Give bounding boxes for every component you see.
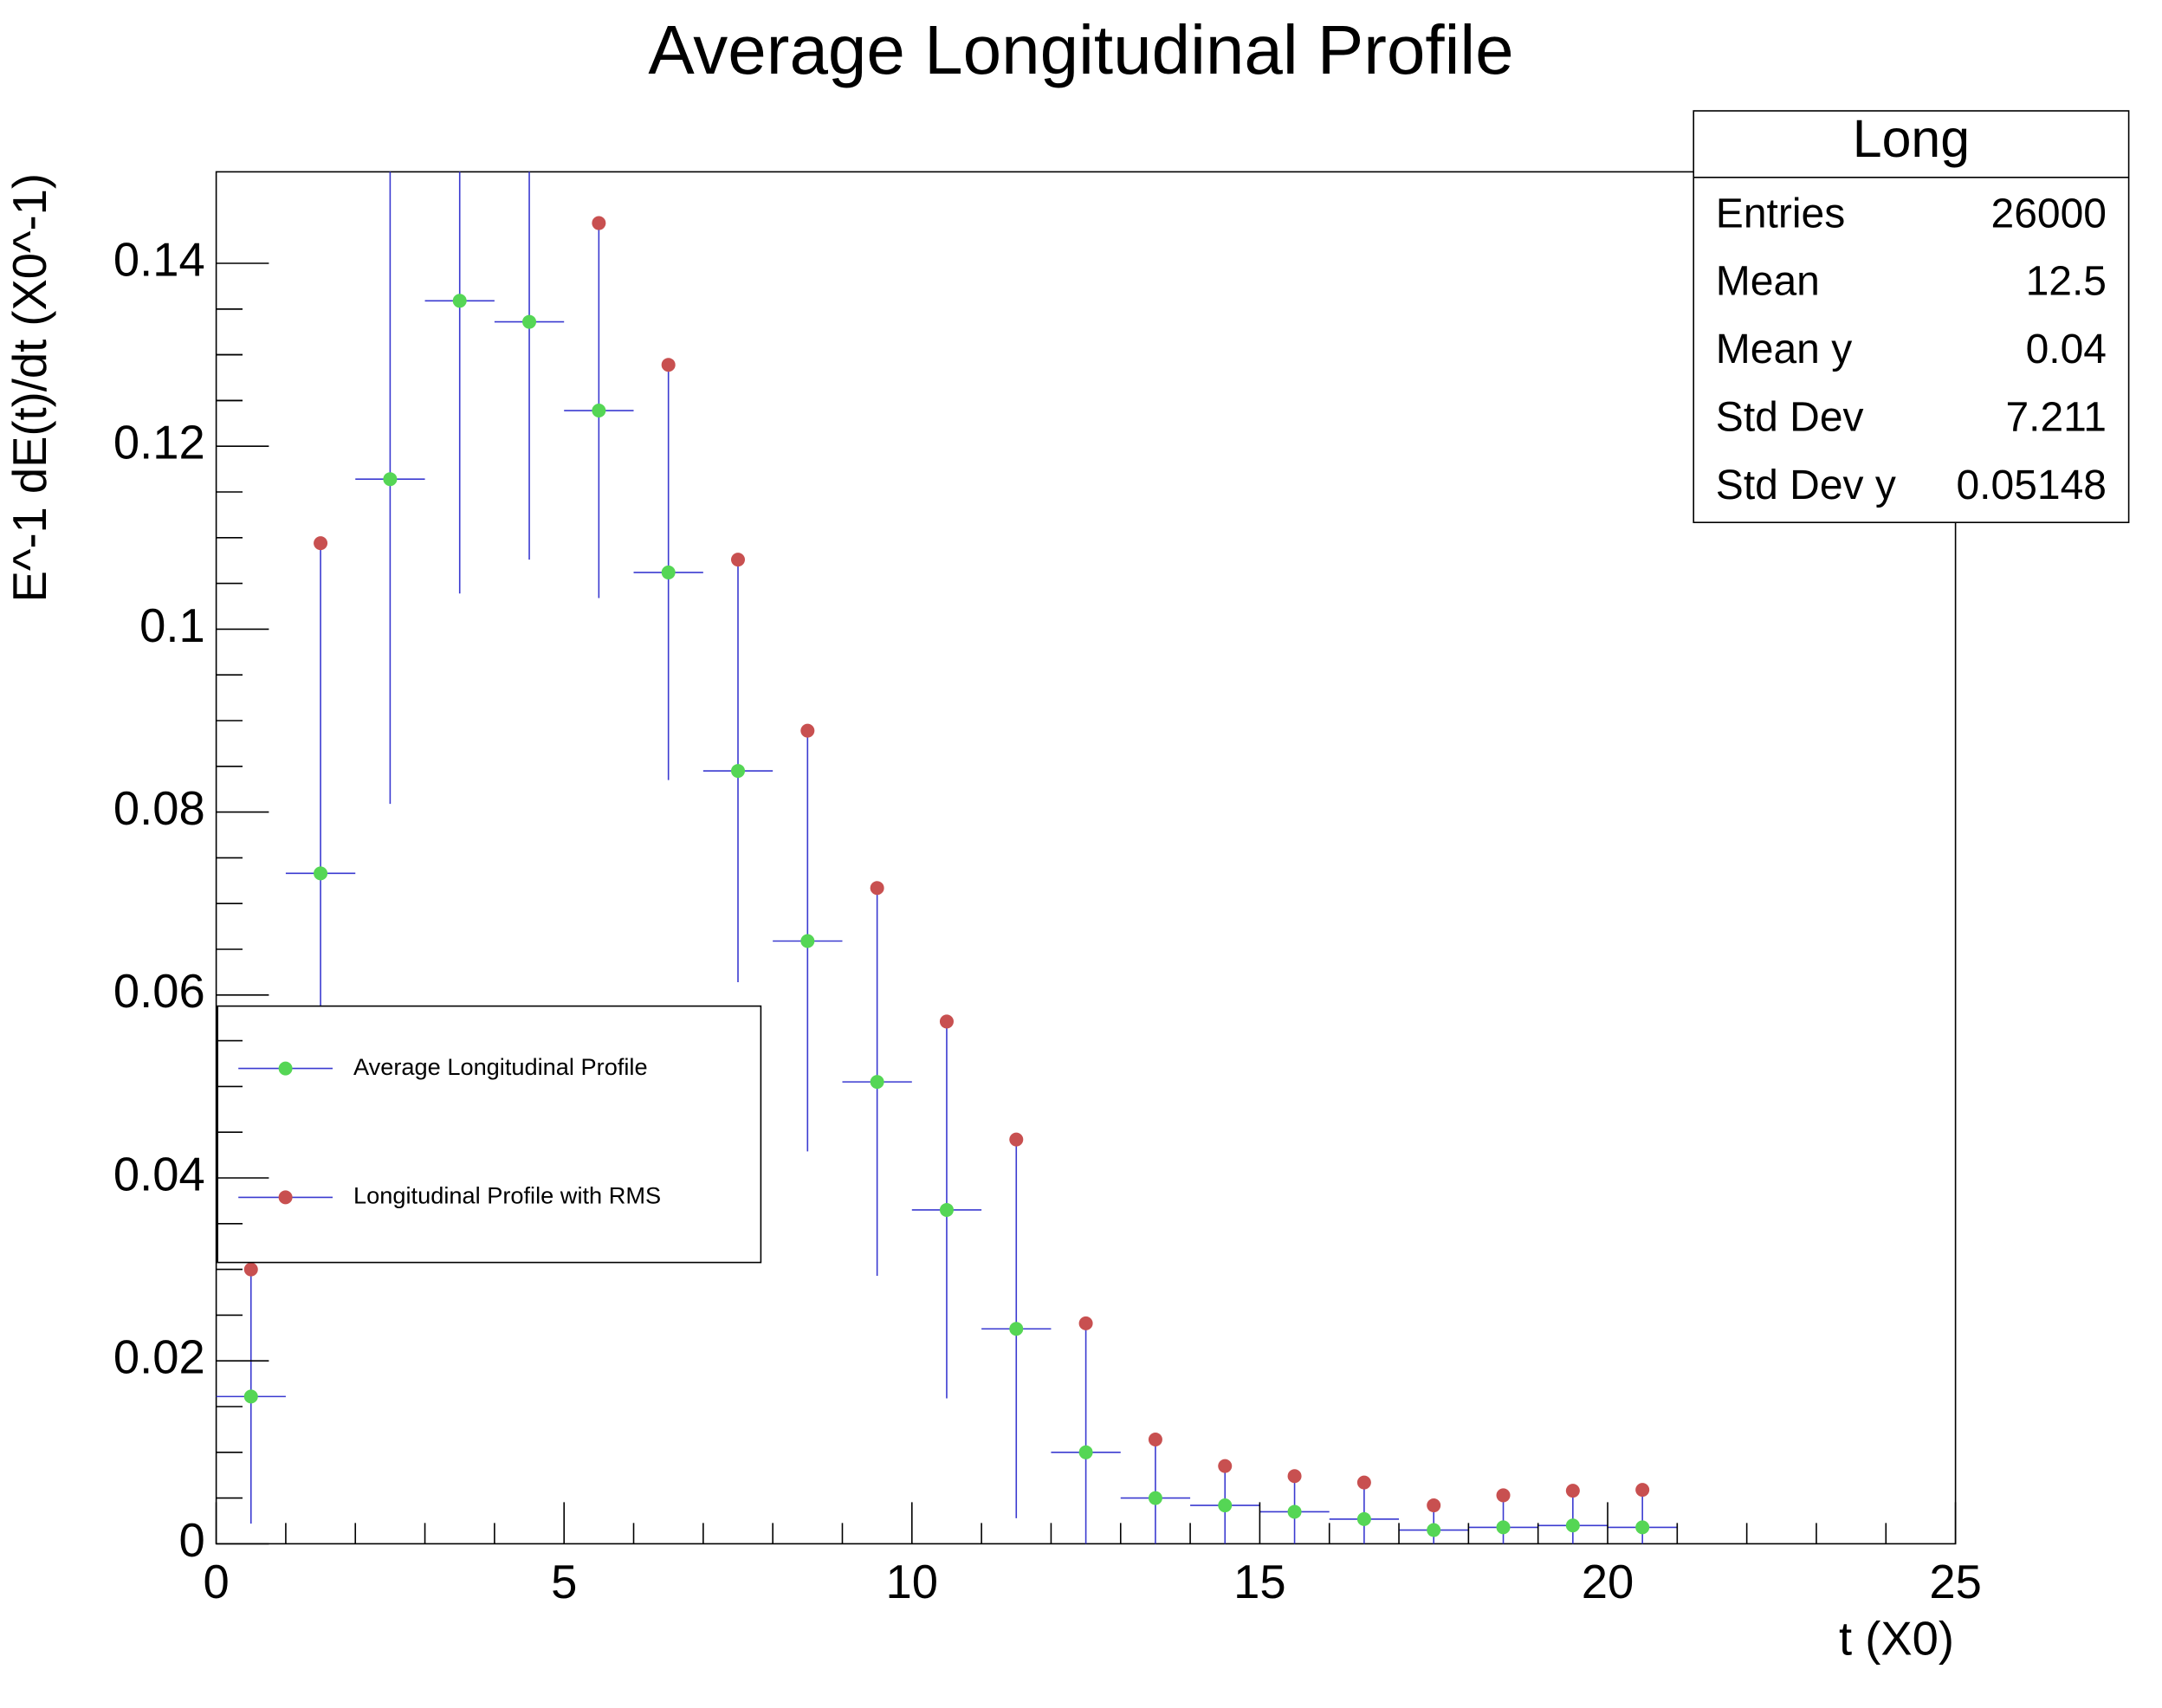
rms-marker	[1148, 1433, 1162, 1447]
mean-marker	[1496, 1520, 1511, 1535]
stats-label: Std Dev y	[1716, 463, 1896, 508]
legend-marker	[278, 1061, 293, 1076]
stats-label: Mean y	[1716, 327, 1852, 372]
mean-marker	[800, 934, 815, 948]
mean-marker	[1427, 1523, 1441, 1537]
mean-marker	[522, 314, 537, 329]
y-tick-label: 0.02	[113, 1331, 205, 1384]
rms-marker	[1565, 1484, 1580, 1498]
plot-area	[216, 1, 1678, 1544]
x-tick-label: 25	[1929, 1556, 1982, 1608]
stats-label: Mean	[1716, 259, 1820, 305]
x-axis-title: t (X0)	[1839, 1612, 1954, 1665]
rms-marker	[870, 881, 884, 896]
y-tick-label: 0.06	[113, 965, 205, 1018]
rms-marker	[1218, 1459, 1233, 1473]
mean-marker	[939, 1202, 954, 1217]
rms-marker	[1427, 1498, 1441, 1513]
rms-marker	[661, 358, 676, 372]
legend-label: Longitudinal Profile with RMS	[353, 1182, 661, 1209]
legend-box	[217, 1005, 762, 1264]
mean-marker	[1356, 1511, 1371, 1526]
mean-marker	[1565, 1518, 1580, 1533]
legend-label: Average Longitudinal Profile	[353, 1053, 648, 1080]
mean-marker	[592, 404, 606, 418]
legend-marker	[278, 1190, 293, 1205]
rms-marker	[522, 77, 536, 91]
mean-marker	[314, 866, 328, 881]
y-tick-label: 0.12	[113, 417, 205, 469]
y-tick-label: 0.1	[139, 599, 205, 652]
x-tick-label: 15	[1233, 1556, 1286, 1608]
x-tick-label: 10	[886, 1556, 939, 1608]
stats-value: 0.04	[2026, 327, 2107, 372]
rms-marker	[1356, 1475, 1371, 1490]
x-tick-label: 5	[551, 1556, 577, 1608]
rms-marker	[453, 1, 467, 15]
y-tick-label: 0.08	[113, 782, 205, 835]
stats-value: 0.05148	[1956, 463, 2107, 508]
mean-marker	[383, 472, 398, 487]
y-tick-label: 0.14	[113, 233, 205, 286]
mean-marker	[1078, 1445, 1093, 1459]
mean-marker	[731, 764, 745, 779]
chart-title: Average Longitudinal Profile	[648, 11, 1513, 88]
stats-label: Std Dev	[1716, 394, 1864, 440]
rms-marker	[383, 147, 397, 161]
rms-marker	[1496, 1488, 1511, 1503]
rms-marker	[243, 1262, 258, 1277]
mean-marker	[243, 1389, 258, 1404]
mean-marker	[1148, 1491, 1162, 1505]
rms-marker	[592, 216, 606, 230]
mean-marker	[1009, 1322, 1024, 1336]
stats-value: 12.5	[2026, 259, 2107, 305]
mean-marker	[1635, 1520, 1650, 1535]
rms-marker	[1287, 1469, 1302, 1484]
x-tick-label: 0	[203, 1556, 229, 1608]
mean-marker	[1218, 1498, 1233, 1513]
y-tick-label: 0.04	[113, 1148, 205, 1200]
rms-marker	[1635, 1483, 1650, 1498]
mean-marker	[870, 1075, 884, 1090]
rms-marker	[1009, 1132, 1024, 1147]
stats-box	[1693, 110, 2130, 523]
stats-label: Entries	[1716, 191, 1845, 236]
y-axis-title: E^-1 dE(t)/dt (X0^-1)	[3, 173, 56, 602]
mean-marker	[661, 565, 676, 579]
mean-marker	[1287, 1504, 1302, 1519]
mean-marker	[452, 294, 467, 308]
rms-marker	[731, 553, 745, 567]
y-tick-label: 0	[179, 1514, 205, 1567]
stats-title: Long	[1853, 109, 1970, 168]
rms-marker	[1078, 1316, 1093, 1330]
rms-marker	[314, 536, 328, 551]
stats-value: 26000	[1991, 191, 2107, 236]
stats-value: 7.211	[2005, 394, 2107, 440]
rms-marker	[800, 723, 815, 738]
rms-marker	[939, 1014, 954, 1029]
x-tick-label: 20	[1582, 1556, 1634, 1608]
